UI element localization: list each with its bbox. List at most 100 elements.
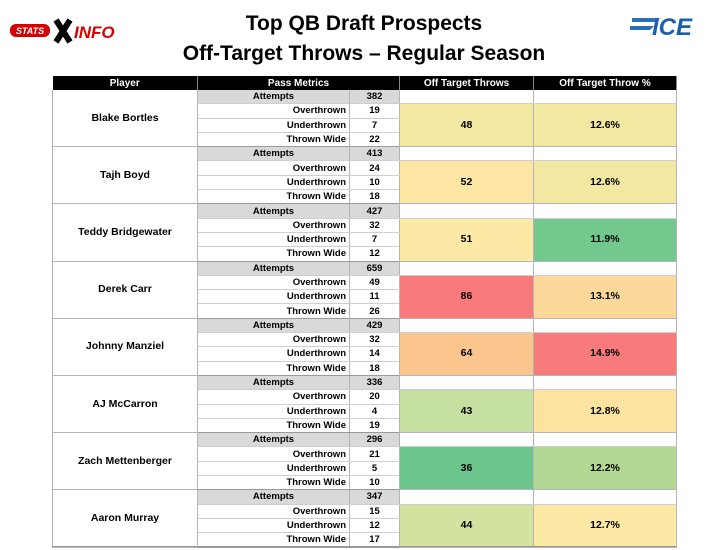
table-row: Underthrown 14 [53,346,677,362]
table-row: Zach Mettenberger Attempts 296 [52,432,677,491]
metric-value-underthrown: 11 [349,289,400,305]
metric-label-attempts: Attempts [197,203,350,219]
off-target-pct-spacer [533,203,677,219]
metric-label-attempts: Attempts [197,90,350,105]
table-row: Overthrown 32 51 11.9% [53,217,677,262]
off-target-spacer [399,375,534,391]
table-row: Underthrown 4 [53,404,677,419]
table-row: Derek Carr Attempts 659 [52,261,677,319]
metric-label-thrown-wide: Thrown Wide [197,303,350,319]
metric-value-overthrown: 20 [349,389,400,405]
metric-value-underthrown: 5 [349,461,400,477]
metric-label-underthrown: Underthrown [197,518,350,534]
metric-value-overthrown: 15 [349,504,400,519]
metric-value-overthrown: 32 [349,218,400,233]
metric-label-attempts: Attempts [197,261,350,276]
metric-value-attempts: 659 [349,261,400,276]
metric-value-overthrown: 21 [349,446,400,462]
table-row: Thrown Wide 22 [53,132,677,148]
table-bottom-border [52,546,676,547]
metric-label-attempts: Attempts [197,375,350,391]
metric-value-underthrown: 14 [349,346,400,362]
metric-value-attempts: 429 [349,318,400,334]
metric-label-underthrown: Underthrown [197,289,350,305]
metric-value-overthrown: 24 [349,160,400,176]
off-target-spacer [399,203,534,219]
metric-value-thrown-wide: 26 [349,303,400,319]
off-target-spacer [399,432,534,448]
metric-label-thrown-wide: Thrown Wide [197,532,350,548]
metric-value-thrown-wide: 17 [349,532,400,548]
table-row: Overthrown 15 44 12.7% [53,503,677,548]
table-row: Underthrown 10 [53,175,677,191]
metric-value-thrown-wide: 10 [349,475,400,491]
metric-label-overthrown: Overthrown [197,389,350,405]
off-target-spacer [399,146,534,162]
off-target-pct-spacer [533,90,677,105]
off-target-pct-spacer [533,318,677,334]
table-row: Johnny Manziel Attempts 429 [52,318,677,376]
table-row: Teddy Bridgewater Attempts 427 [52,203,677,262]
svg-text:ICE: ICE [652,14,693,40]
table-row: Thrown Wide 18 [53,189,677,205]
table-row: Overthrown 49 86 13.1% [53,274,677,319]
col-header-pass-metrics: Pass Metrics [197,76,400,90]
metric-label-underthrown: Underthrown [197,346,350,362]
off-target-throws: 86 [399,274,534,319]
metric-label-attempts: Attempts [197,318,350,334]
metric-value-thrown-wide: 12 [349,246,400,262]
col-header-off-target-pct: Off Target Throw % [533,76,677,90]
off-target-throws: 64 [399,332,534,376]
metric-value-underthrown: 10 [349,175,400,191]
metric-label-overthrown: Overthrown [197,218,350,233]
metric-value-attempts: 427 [349,203,400,219]
ice-logo: ICE [630,14,693,40]
metric-label-underthrown: Underthrown [197,461,350,477]
off-target-pct: 12.2% [533,446,677,491]
off-target-throws: 44 [399,503,534,548]
table-row: Underthrown 5 [53,461,677,477]
metric-value-attempts: 382 [349,90,400,105]
off-target-pct-spacer [533,146,677,162]
table-row: Blake Bortles Attempts 382 [52,90,677,148]
player-name: Blake Bortles [52,90,198,148]
metric-label-underthrown: Underthrown [197,232,350,248]
table-row: Thrown Wide 12 [53,246,677,262]
table-row: Overthrown 20 43 12.8% [53,389,677,434]
metric-value-attempts: 336 [349,375,400,391]
metric-label-thrown-wide: Thrown Wide [197,189,350,205]
metric-label-attempts: Attempts [197,146,350,162]
col-header-off-target: Off Target Throws [399,76,534,90]
player-name: Johnny Manziel [52,318,198,376]
metric-label-underthrown: Underthrown [197,175,350,191]
col-header-player: Player [52,76,198,90]
table-row: Underthrown 7 [53,232,677,248]
metric-label-thrown-wide: Thrown Wide [197,361,350,376]
metric-label-thrown-wide: Thrown Wide [197,418,350,434]
off-target-pct: 14.9% [533,332,677,376]
metric-value-thrown-wide: 22 [349,132,400,148]
stats-info-logo: STATS INFO [10,18,115,44]
off-target-throws: 51 [399,217,534,262]
svg-text:INFO: INFO [74,23,115,42]
table-row: Aaron Murray Attempts 347 [52,489,677,548]
player-name: Zach Mettenberger [52,432,198,491]
metric-label-overthrown: Overthrown [197,504,350,519]
metric-value-attempts: 413 [349,146,400,162]
table-header-row: Player Pass Metrics Off Target Throws Of… [52,76,677,90]
metric-value-underthrown: 12 [349,518,400,534]
prospects-table: Player Pass Metrics Off Target Throws Of… [52,76,677,548]
metric-value-underthrown: 4 [349,404,400,419]
table-row: Thrown Wide 18 [53,361,677,376]
off-target-throws: 52 [399,160,534,205]
table-row: Underthrown 11 [53,289,677,305]
metric-label-thrown-wide: Thrown Wide [197,132,350,148]
metric-value-underthrown: 7 [349,232,400,248]
off-target-pct: 12.7% [533,503,677,548]
off-target-spacer [399,318,534,334]
table-row: Thrown Wide 10 [53,475,677,491]
metric-label-attempts: Attempts [197,432,350,448]
player-name: Teddy Bridgewater [52,203,198,262]
metric-label-overthrown: Overthrown [197,160,350,176]
metric-value-thrown-wide: 18 [349,361,400,376]
